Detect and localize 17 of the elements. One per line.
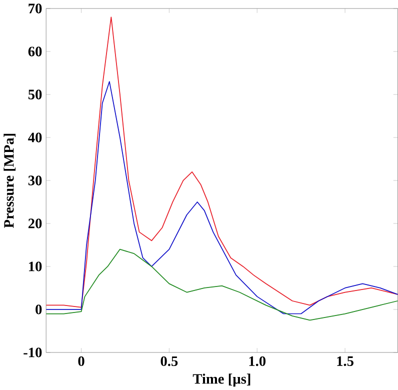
y-tick-label: 70 <box>28 4 42 14</box>
y-tick-label: 0 <box>36 304 42 314</box>
y-tick-label: 10 <box>29 261 42 272</box>
x-tick-label: 1.0 <box>249 356 266 366</box>
x-tick-label: 0 <box>78 356 84 366</box>
line-series <box>46 16 398 308</box>
x-axis-title: Time [µs] <box>192 374 250 386</box>
y-tick-label: -10 <box>24 347 42 358</box>
y-tick-label: 20 <box>28 218 42 228</box>
y-axis-title: Pressure [MPa] <box>4 134 16 228</box>
x-tick-label: 1.5 <box>337 356 354 366</box>
line-series <box>46 248 398 320</box>
y-tick-label: 50 <box>28 90 42 100</box>
y-tick-label: 30 <box>28 175 42 186</box>
x-tick-label: 0.5 <box>160 356 178 366</box>
y-tick-label: 60 <box>28 46 42 56</box>
y-tick-label: 40 <box>28 132 42 142</box>
